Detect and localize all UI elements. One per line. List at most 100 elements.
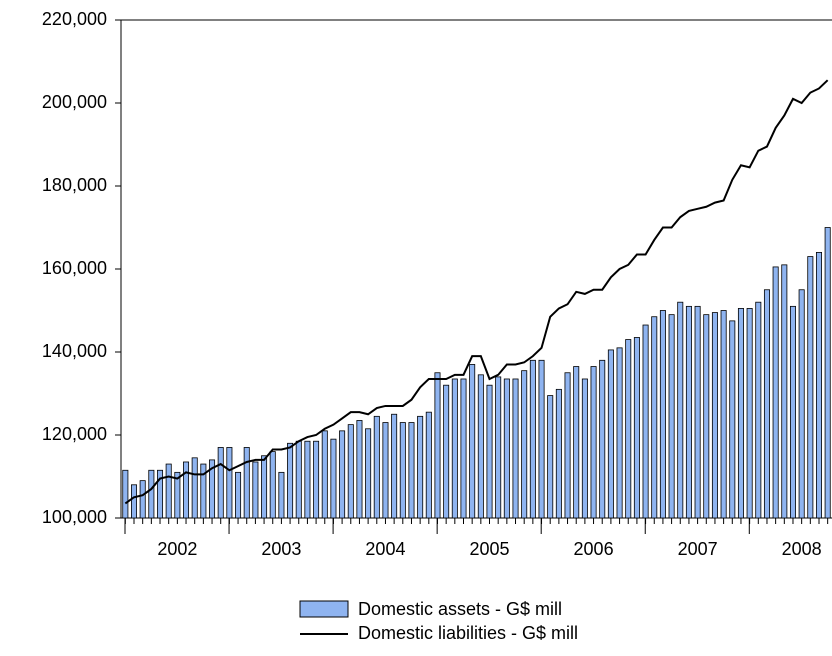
bar — [148, 469, 155, 519]
bar — [131, 484, 138, 519]
bar — [243, 447, 250, 519]
bar — [512, 378, 519, 519]
bar — [503, 378, 510, 519]
bar — [599, 359, 606, 519]
legend-label: Domestic liabilities - G$ mill — [358, 623, 578, 643]
bar — [174, 471, 181, 519]
y-tick-label: 140,000 — [42, 341, 107, 361]
line — [124, 79, 829, 505]
x-tick-label: 2003 — [261, 539, 301, 559]
bar — [703, 314, 710, 519]
bar — [295, 440, 302, 519]
bar — [625, 339, 632, 519]
bar — [763, 289, 770, 519]
bar — [668, 314, 675, 519]
bar — [399, 422, 406, 519]
bar — [278, 471, 285, 519]
bar — [807, 256, 814, 519]
bar — [607, 349, 614, 519]
bar — [469, 364, 476, 519]
bar — [226, 447, 233, 519]
bar — [313, 440, 320, 519]
bar — [408, 422, 415, 519]
bar — [157, 469, 164, 519]
bar — [347, 424, 354, 519]
bar — [547, 395, 554, 519]
bar — [495, 376, 502, 519]
bar — [659, 310, 666, 519]
legend-label: Domestic assets - G$ mill — [358, 599, 562, 619]
bar — [642, 324, 649, 519]
y-tick-label: 200,000 — [42, 92, 107, 112]
bar — [235, 471, 242, 519]
bar — [685, 305, 692, 519]
x-tick-label: 2005 — [469, 539, 509, 559]
bar — [720, 310, 727, 519]
bar — [737, 308, 744, 519]
bar — [252, 461, 259, 519]
x-tick-label: 2006 — [574, 539, 614, 559]
bar — [200, 463, 207, 519]
bar — [373, 415, 380, 519]
bar — [633, 337, 640, 519]
y-tick-label: 180,000 — [42, 175, 107, 195]
bar — [330, 438, 337, 519]
bar — [382, 422, 389, 519]
bar — [122, 469, 129, 519]
bar — [304, 440, 311, 519]
bar — [616, 347, 623, 519]
bar — [434, 372, 441, 519]
bar — [781, 264, 788, 519]
bar — [269, 451, 276, 519]
bar — [651, 316, 658, 519]
bar — [711, 312, 718, 519]
x-tick-label: 2008 — [782, 539, 822, 559]
bar — [694, 305, 701, 519]
bar — [746, 308, 753, 519]
bar — [417, 415, 424, 519]
bar — [191, 457, 198, 519]
bar — [677, 301, 684, 519]
bar — [443, 384, 450, 519]
bar — [521, 370, 528, 519]
bar — [755, 301, 762, 519]
y-tick-label: 120,000 — [42, 424, 107, 444]
x-tick-label: 2004 — [365, 539, 405, 559]
bar — [824, 227, 831, 519]
bar — [815, 251, 822, 519]
bar — [321, 430, 328, 519]
bar — [287, 442, 294, 519]
bar — [365, 428, 372, 519]
bar — [789, 305, 796, 519]
bar — [581, 378, 588, 519]
y-tick-label: 100,000 — [42, 507, 107, 527]
bar — [391, 413, 398, 519]
bar — [139, 480, 146, 519]
legend-swatch — [299, 600, 349, 618]
bar — [798, 289, 805, 519]
bar — [772, 266, 779, 519]
bar — [356, 420, 363, 519]
bar — [555, 388, 562, 519]
bar — [217, 447, 224, 519]
bar — [209, 459, 216, 519]
bar — [460, 378, 467, 519]
bar — [183, 461, 190, 519]
bar — [165, 463, 172, 519]
bar — [425, 411, 432, 519]
bar — [261, 455, 268, 519]
bar — [339, 430, 346, 519]
bar — [529, 359, 536, 519]
x-tick-label: 2002 — [157, 539, 197, 559]
bar — [590, 366, 597, 519]
bar — [538, 359, 545, 519]
bar — [729, 320, 736, 519]
x-tick-label: 2007 — [678, 539, 718, 559]
bar — [486, 384, 493, 519]
bar — [451, 378, 458, 519]
y-tick-label: 160,000 — [42, 258, 107, 278]
y-tick-label: 220,000 — [42, 9, 107, 29]
bar — [477, 374, 484, 519]
bar — [564, 372, 571, 519]
